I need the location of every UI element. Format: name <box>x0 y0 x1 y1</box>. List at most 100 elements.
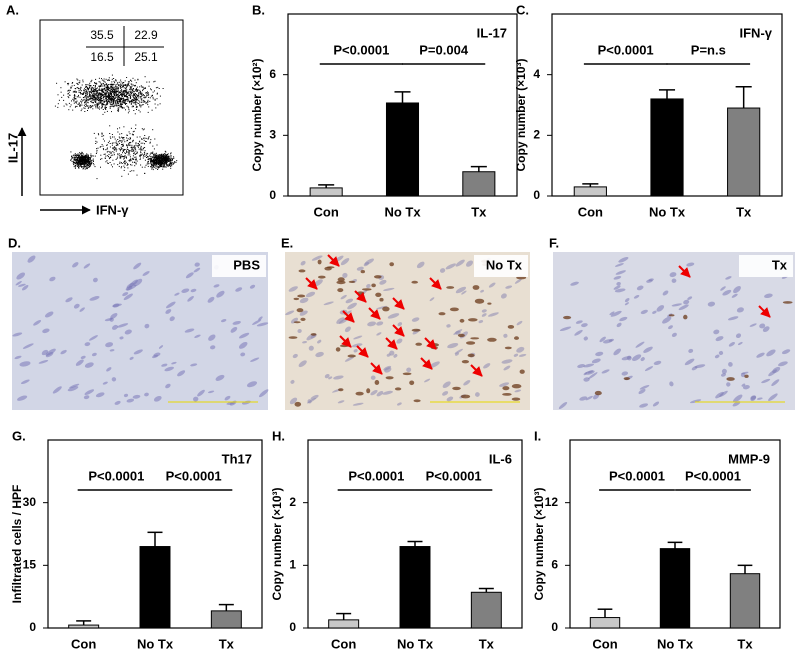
flow-dot <box>106 83 107 84</box>
flow-dot <box>142 95 143 96</box>
stained-cell <box>294 298 300 300</box>
flow-dot <box>85 100 86 101</box>
flow-dot <box>126 162 127 163</box>
flow-dot <box>131 84 132 85</box>
flow-dot <box>84 90 85 91</box>
flow-dot <box>166 164 167 165</box>
flow-dot <box>90 105 91 106</box>
flow-dot <box>169 161 170 162</box>
flow-dot <box>80 156 81 157</box>
y-tick-label: 0 <box>551 620 558 634</box>
flow-dot <box>151 164 152 165</box>
flow-dot <box>157 94 158 95</box>
flow-dot <box>107 101 108 102</box>
flow-dot <box>155 166 156 167</box>
x-tick-label: Con <box>314 204 339 219</box>
flow-dot <box>84 159 85 160</box>
flow-dot <box>131 95 132 96</box>
flow-dot <box>97 150 98 151</box>
flow-dot <box>90 154 91 155</box>
flow-dot <box>136 82 137 83</box>
flow-dot <box>103 92 104 93</box>
flow-dot <box>123 166 124 167</box>
flow-dot <box>135 143 136 144</box>
flow-dot <box>101 93 102 94</box>
flow-dot <box>105 96 106 97</box>
flow-dot <box>127 163 128 164</box>
flow-dot <box>91 163 92 164</box>
flow-dot <box>119 155 120 156</box>
flow-dot <box>154 158 155 159</box>
flow-dot <box>145 76 146 77</box>
flow-dot <box>83 92 84 93</box>
flow-dot <box>128 109 129 110</box>
flow-dot <box>173 163 174 164</box>
flow-dot <box>89 85 90 86</box>
flow-dot <box>68 83 69 84</box>
flow-dot <box>78 163 79 164</box>
flow-dot <box>141 85 142 86</box>
flow-dot <box>142 149 143 150</box>
y-tick-label: 0 <box>533 188 540 202</box>
flow-dot <box>113 91 114 92</box>
flow-dot <box>69 92 70 93</box>
flow-dot <box>112 101 113 102</box>
flow-dot <box>167 157 168 158</box>
flow-dot <box>120 90 121 91</box>
flow-dot <box>98 133 99 134</box>
flow-dot <box>149 82 150 83</box>
flow-dot <box>89 83 90 84</box>
flow-dot <box>97 178 98 179</box>
flow-dot <box>139 102 140 103</box>
flow-dot <box>113 78 114 79</box>
flow-dot <box>85 95 86 96</box>
flow-dot <box>151 89 152 90</box>
flow-dot <box>124 158 125 159</box>
flow-dot <box>129 145 130 146</box>
flow-dot <box>138 97 139 98</box>
flow-dot <box>87 84 88 85</box>
flow-dot <box>167 165 168 166</box>
flow-dot <box>93 163 94 164</box>
flow-dot <box>121 89 122 90</box>
flow-dot <box>138 147 139 148</box>
flow-dot <box>156 87 157 88</box>
stained-cell <box>361 270 365 273</box>
flow-dot <box>133 88 134 89</box>
flow-dot <box>98 94 99 95</box>
flow-dot <box>111 106 112 107</box>
y-tick-label: 6 <box>269 67 276 81</box>
flow-dot <box>127 84 128 85</box>
flow-dot <box>150 166 151 167</box>
y-axis-label: Copy number (×10³) <box>514 58 528 171</box>
flow-dot <box>130 94 131 95</box>
flow-dot <box>71 159 72 160</box>
flow-dot <box>82 157 83 158</box>
stained-cell <box>379 298 383 302</box>
flow-dot <box>102 86 103 87</box>
flow-dot <box>94 94 95 95</box>
flow-dot <box>123 150 124 151</box>
flow-dot <box>135 147 136 148</box>
flow-dot <box>80 87 81 88</box>
flow-dot <box>122 146 123 147</box>
flow-dot <box>135 149 136 150</box>
flow-dot <box>123 85 124 86</box>
flow-dot <box>137 87 138 88</box>
flow-dot <box>86 98 87 99</box>
flow-dot <box>94 82 95 83</box>
flow-dot <box>152 163 153 164</box>
flow-dot <box>169 163 170 164</box>
flow-dot <box>133 170 134 171</box>
flow-dot <box>97 142 98 143</box>
flow-dot <box>122 95 123 96</box>
flow-dot <box>105 149 106 150</box>
flow-dot <box>92 98 93 99</box>
flow-dot <box>118 97 119 98</box>
flow-dot <box>130 137 131 138</box>
flow-dot <box>125 149 126 150</box>
flow-dot <box>136 104 137 105</box>
flow-dot <box>104 102 105 103</box>
flow-dot <box>140 152 141 153</box>
flow-dot <box>139 144 140 145</box>
